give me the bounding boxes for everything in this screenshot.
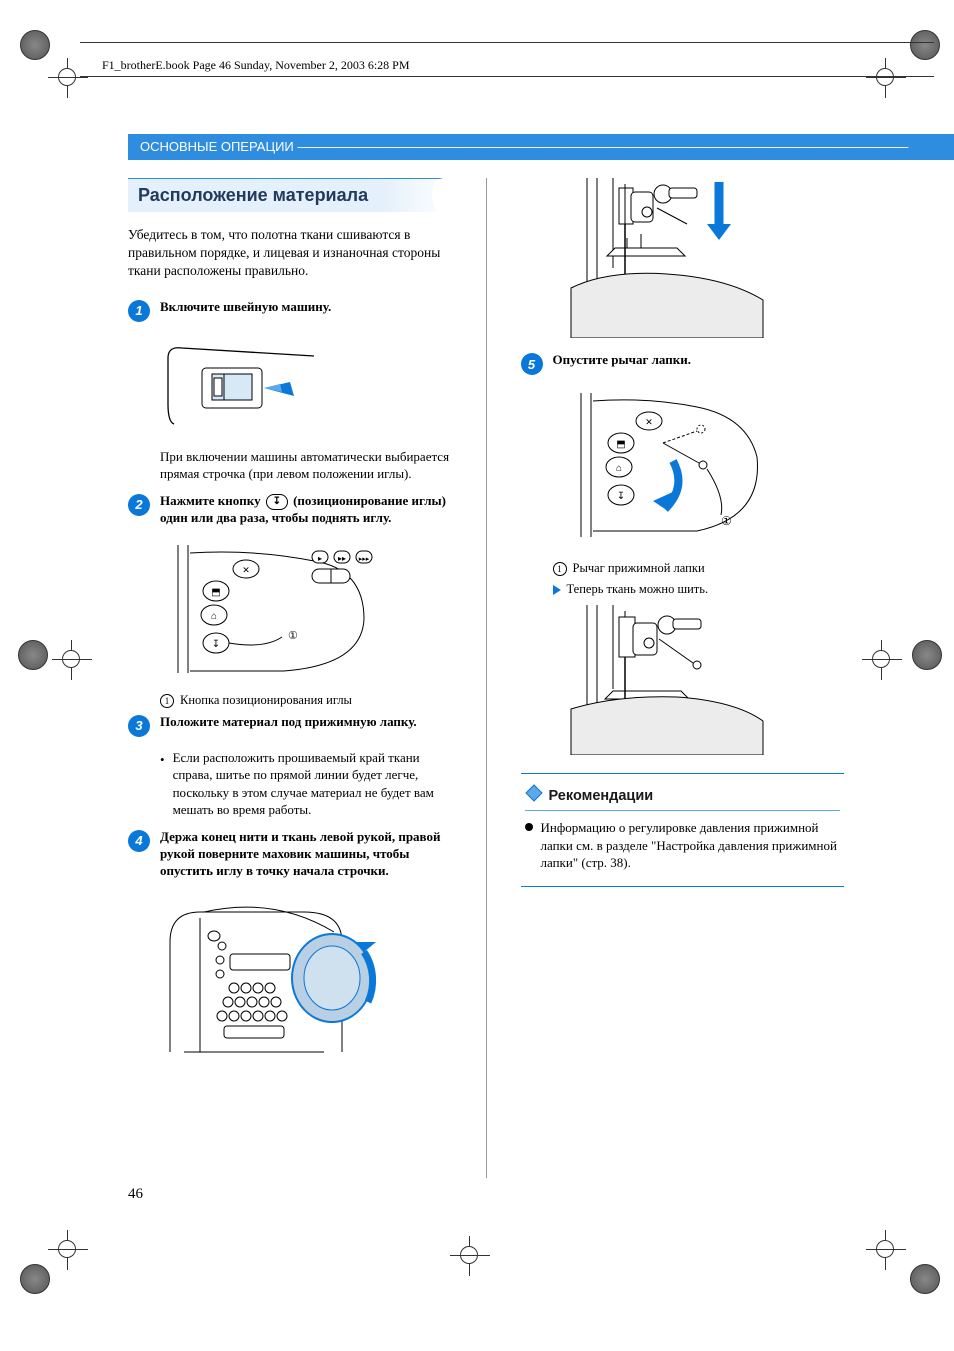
svg-text:↧: ↧ xyxy=(212,639,220,650)
step-5-result: Теперь ткань можно шить. xyxy=(553,582,845,597)
header-rule-bottom xyxy=(80,76,934,77)
step-5: 5 Опустите рычаг лапки. xyxy=(521,352,845,375)
figure-handwheel xyxy=(164,892,452,1062)
step-5-result-text: Теперь ткань можно шить. xyxy=(567,582,709,596)
left-column: Расположение материала Убедитесь в том, … xyxy=(128,178,452,1178)
recommendations-box: Рекомендации Информацию о регулировке да… xyxy=(521,773,845,887)
step-2-callout-text: Кнопка позиционирования иглы xyxy=(180,693,352,707)
step-1: 1 Включите швейную машину. xyxy=(128,299,452,322)
step-3-badge: 3 xyxy=(128,715,150,737)
right-column: 5 Опустите рычаг лапки. ✕ ⬒ ⌂ ↧ xyxy=(521,178,845,1178)
step-4-text: Держа конец нити и ткань левой рукой, пр… xyxy=(160,829,452,880)
step-3-text: Положите материал под прижимную лапку. xyxy=(160,714,417,737)
book-meta-line: F1_brotherE.book Page 46 Sunday, Novembe… xyxy=(102,58,410,73)
recommendations-body: Информацию о регулировке давления прижим… xyxy=(525,819,841,872)
page-number: 46 xyxy=(128,1186,143,1203)
header-rule-top xyxy=(80,42,934,43)
list-dot-icon xyxy=(525,823,533,831)
callout-1-icon: 1 xyxy=(160,694,174,708)
intro-paragraph: Убедитесь в том, что полотна ткани сшива… xyxy=(128,226,452,281)
svg-text:↧: ↧ xyxy=(616,491,624,502)
step-2-text-a: Нажмите кнопку xyxy=(160,493,264,508)
recommendations-title-row: Рекомендации xyxy=(525,784,841,811)
step-4: 4 Держа конец нити и ткань левой рукой, … xyxy=(128,829,452,880)
svg-text:⬒: ⬒ xyxy=(616,439,625,450)
svg-text:✕: ✕ xyxy=(242,565,250,575)
step-3-bullet: • Если расположить прошиваемый край ткан… xyxy=(160,749,452,819)
diamond-icon xyxy=(525,784,543,807)
svg-text:▸: ▸ xyxy=(318,554,322,563)
step-5-callout: 1 Рычаг прижимной лапки xyxy=(553,561,845,576)
figure-presser-foot-up xyxy=(567,178,845,338)
needle-position-button-icon: ↧ xyxy=(266,494,288,510)
section-header: ОСНОВНЫЕ ОПЕРАЦИИ ——————————————————————… xyxy=(128,134,954,160)
svg-text:⌂: ⌂ xyxy=(211,611,217,622)
step-3: 3 Положите материал под прижимную лапку. xyxy=(128,714,452,737)
figure-needle-button-panel: ✕ ▸ ▸▸ ▸▸▸ ⬒ ⌂ ↧ ① xyxy=(164,539,452,679)
topic-heading: Расположение материала xyxy=(128,178,452,212)
svg-text:⌂: ⌂ xyxy=(615,463,621,474)
svg-text:①: ① xyxy=(721,514,732,528)
recommendations-title: Рекомендации xyxy=(549,788,654,804)
recommendations-text: Информацию о регулировке давления прижим… xyxy=(541,819,841,872)
step-2: 2 Нажмите кнопку ↧ (позиционирование игл… xyxy=(128,493,452,527)
step-4-badge: 4 xyxy=(128,830,150,852)
svg-text:⬒: ⬒ xyxy=(211,587,220,598)
topic-title-text: Расположение материала xyxy=(138,185,368,205)
step-1-badge: 1 xyxy=(128,300,150,322)
step-5-text: Опустите рычаг лапки. xyxy=(553,352,691,375)
figure-presser-foot-down xyxy=(567,605,845,755)
step-2-text: Нажмите кнопку ↧ (позиционирование иглы)… xyxy=(160,493,452,527)
svg-text:▸▸: ▸▸ xyxy=(338,554,346,563)
page-body: Расположение материала Убедитесь в том, … xyxy=(128,178,844,1178)
step-3-bullet-text: Если расположить прошиваемый край ткани … xyxy=(173,749,452,819)
figure-power-switch xyxy=(164,334,452,434)
step-5-badge: 5 xyxy=(521,353,543,375)
svg-text:①: ① xyxy=(288,630,298,642)
callout-1b-icon: 1 xyxy=(553,562,567,576)
figure-lever-diagram: ✕ ⬒ ⌂ ↧ ① xyxy=(567,387,845,547)
result-arrow-icon xyxy=(553,585,561,595)
bullet-dot-icon: • xyxy=(160,749,165,819)
step-1-note: При включении машины автоматически выбир… xyxy=(160,448,452,483)
step-2-callout: 1 Кнопка позиционирования иглы xyxy=(160,693,452,708)
step-2-badge: 2 xyxy=(128,494,150,516)
step-5-callout-text: Рычаг прижимной лапки xyxy=(573,561,705,575)
svg-text:✕: ✕ xyxy=(645,417,653,427)
column-separator xyxy=(486,178,487,1178)
step-1-text: Включите швейную машину. xyxy=(160,299,331,322)
svg-text:▸▸▸: ▸▸▸ xyxy=(359,555,370,563)
